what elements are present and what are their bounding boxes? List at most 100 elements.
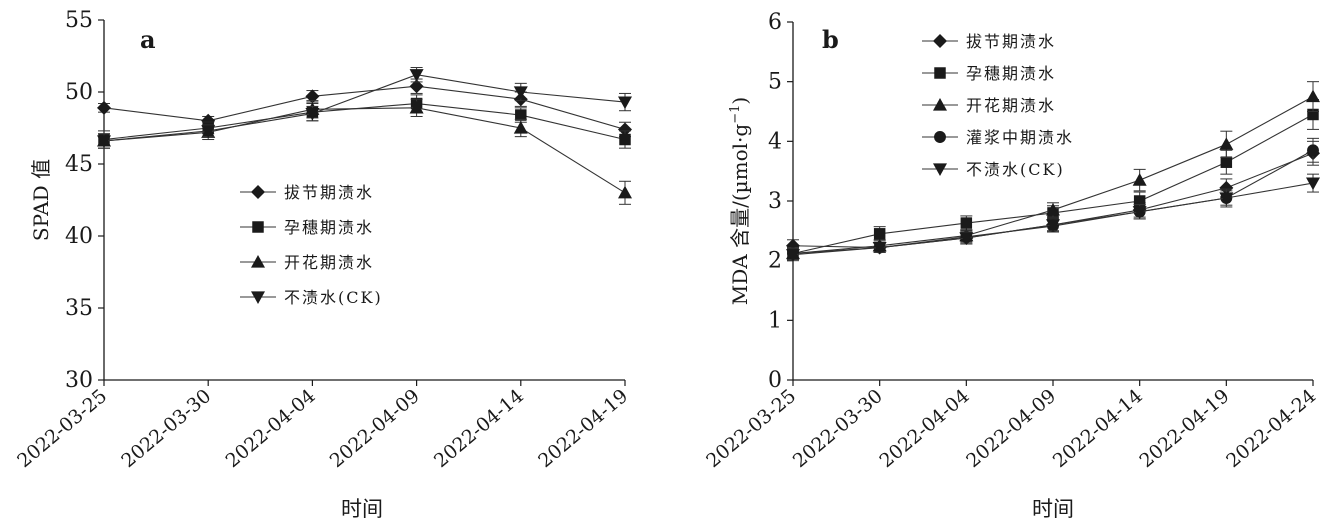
panel-label: a: [140, 25, 156, 54]
x-tick-label: 2022-04-04: [875, 385, 973, 472]
data-point: [618, 122, 632, 137]
x-tick-label: 2022-04-24: [1222, 385, 1320, 472]
series-3: [97, 67, 632, 149]
y-tick-label: 35: [65, 296, 93, 321]
data-point: [1132, 206, 1147, 219]
legend-label: 孕穗期渍水: [966, 64, 1056, 83]
x-tick-label: 2022-04-09: [962, 385, 1060, 472]
x-tick-label: 2022-03-25: [702, 385, 800, 472]
y-axis-title: SPAD 值: [29, 159, 53, 241]
data-point: [409, 79, 424, 94]
data-point: [1046, 219, 1060, 232]
data-point: [1307, 144, 1319, 157]
legend-label: 开花期渍水: [284, 253, 374, 272]
y-tick-label: 55: [65, 8, 93, 33]
legend-marker: [251, 185, 265, 199]
y-tick-label: 45: [65, 152, 93, 177]
y-tick-label: 30: [65, 368, 93, 393]
panel-label: b: [822, 25, 839, 54]
x-axis-title: 时间: [1032, 497, 1074, 521]
data-point: [1046, 202, 1060, 216]
data-point: [959, 232, 974, 245]
y-tick-label: 1: [768, 308, 782, 333]
x-tick-label: 2022-03-30: [117, 385, 215, 472]
legend-marker: [251, 291, 265, 304]
legend-marker: [934, 131, 946, 143]
x-tick-label: 2022-04-14: [430, 385, 528, 472]
series-4: [786, 173, 1320, 262]
y-axis-title-main: SPAD 值: [29, 159, 53, 241]
data-point: [409, 100, 424, 114]
data-point: [513, 121, 528, 134]
data-point: [1219, 192, 1234, 206]
legend-marker: [933, 34, 947, 48]
legend-marker: [252, 221, 264, 233]
data-point: [305, 89, 320, 104]
data-point: [786, 249, 800, 262]
x-tick-label: 2022-04-04: [222, 385, 320, 472]
legend-marker: [933, 98, 947, 111]
series-0: [97, 78, 632, 138]
x-tick-label: 2022-04-14: [1049, 385, 1147, 472]
y-tick-label: 5: [768, 70, 782, 95]
data-point: [618, 96, 632, 110]
series-1: [98, 94, 631, 149]
series-2: [97, 98, 632, 205]
data-point: [409, 69, 424, 82]
x-axis-title: 时间: [341, 497, 383, 521]
data-point: [960, 217, 973, 229]
x-tick-label: 2022-03-25: [13, 385, 111, 472]
legend-label: 不渍水(CK): [966, 160, 1065, 179]
data-point: [872, 241, 887, 255]
legend-marker: [934, 67, 946, 79]
x-tick-label: 2022-04-09: [326, 385, 424, 472]
data-point: [1306, 177, 1320, 191]
legend-label: 不渍水(CK): [284, 288, 383, 307]
data-point: [1219, 137, 1234, 150]
data-point: [1133, 195, 1146, 207]
y-tick-label: 4: [768, 129, 782, 154]
y-axis-title-superscript: −1: [728, 105, 743, 124]
y-tick-label: 0: [768, 368, 782, 393]
legend-label: 拔节期渍水: [284, 183, 374, 202]
data-point: [513, 86, 528, 99]
chart-panel-b: 01234562022-03-252022-03-302022-04-04202…: [702, 10, 1320, 521]
legend-label: 开花期渍水: [966, 96, 1056, 115]
series-line: [103, 102, 626, 141]
y-tick-label: 2: [768, 249, 782, 274]
data-point: [618, 185, 632, 199]
data-point: [873, 228, 886, 240]
y-tick-label: 6: [768, 10, 782, 35]
legend-marker: [933, 163, 947, 176]
legend-label: 孕穗期渍水: [284, 218, 374, 237]
series-0: [786, 140, 1320, 255]
data-point: [1219, 180, 1234, 195]
data-point: [1306, 89, 1320, 103]
x-tick-label: 2022-04-19: [534, 385, 632, 472]
data-point: [201, 125, 216, 138]
series-line: [103, 74, 626, 142]
y-axis-title: MDA 含量/(µmol·g−1): [728, 97, 752, 305]
data-point: [97, 100, 111, 115]
series-line: [103, 107, 626, 194]
legend-label: 拔节期渍水: [966, 32, 1056, 51]
series-line: [103, 85, 626, 130]
legend-label: 灌浆中期渍水: [966, 128, 1074, 147]
data-point: [515, 109, 527, 121]
data-point: [97, 135, 111, 148]
data-point: [1220, 156, 1233, 168]
x-tick-label: 2022-03-30: [789, 385, 887, 472]
x-tick-label: 2022-04-19: [1135, 385, 1233, 472]
series-1: [787, 99, 1319, 260]
series-3: [787, 137, 1319, 260]
y-tick-label: 40: [65, 224, 93, 249]
data-point: [1307, 108, 1319, 121]
data-point: [619, 133, 631, 146]
data-point: [1132, 173, 1147, 186]
y-tick-label: 3: [768, 189, 782, 214]
legend-marker: [251, 255, 265, 268]
y-axis-title-end: ): [728, 97, 752, 105]
